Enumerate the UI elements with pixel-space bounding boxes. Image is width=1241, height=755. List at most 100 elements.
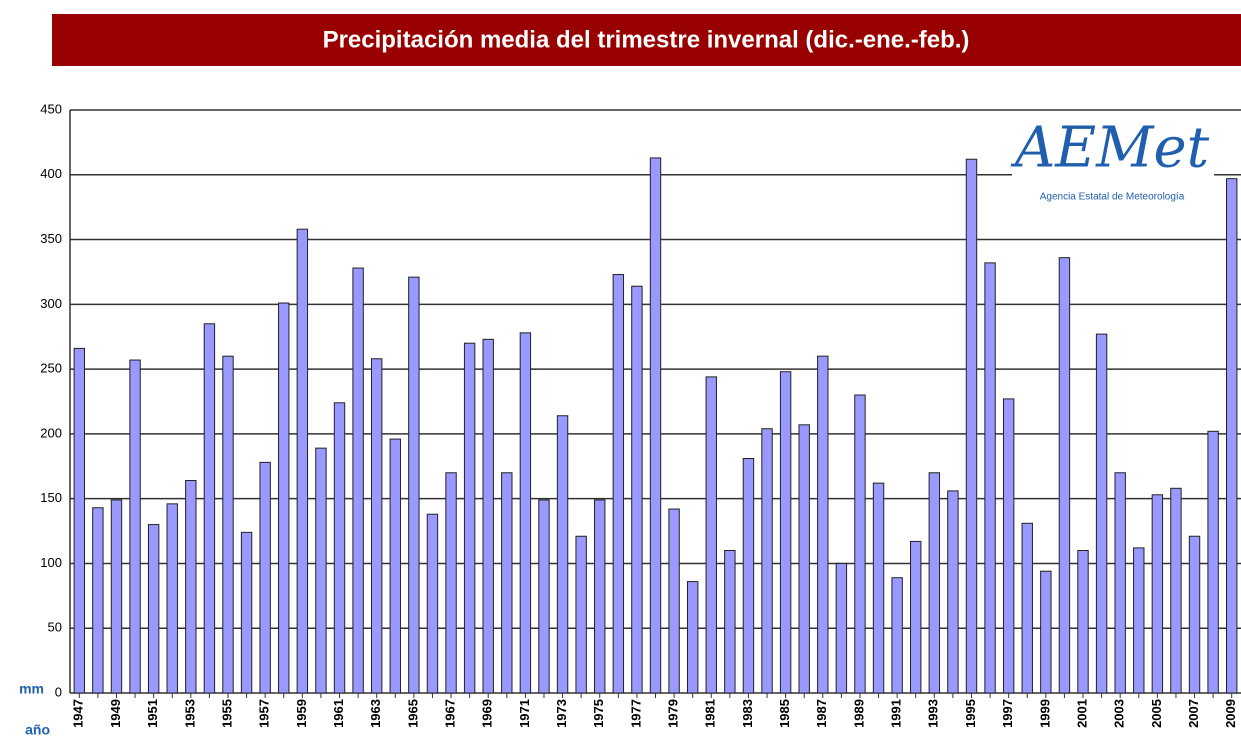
x-tick-label: 2005: [1149, 699, 1164, 728]
logo-box: [1012, 112, 1214, 210]
x-tick-label: 1959: [294, 699, 309, 728]
bar: [1188, 535, 1201, 694]
x-tick-label: 2001: [1074, 699, 1089, 728]
bar: [854, 394, 866, 694]
bar: [240, 531, 253, 694]
plot-area: 0 50 100 150 200 250 300 350 400 450 1947 1949 1951 1…: [40, 101, 1241, 728]
logo-text: AEMet: [1010, 116, 1210, 181]
x-tick-label: 1997: [1000, 699, 1015, 728]
bar: [259, 461, 271, 694]
bar: [686, 581, 699, 694]
bar: [1114, 472, 1126, 694]
bar: [891, 577, 903, 694]
bar: [910, 540, 922, 694]
bar: [370, 358, 383, 694]
x-tick-label: 1969: [480, 699, 495, 728]
x-tick-label: 1951: [145, 699, 160, 728]
bar: [463, 342, 476, 694]
x-tick-label: 1957: [257, 699, 272, 728]
bar: [575, 535, 587, 694]
x-tick-label: 1991: [889, 699, 904, 728]
bar: [333, 402, 346, 694]
bar: [1170, 487, 1182, 694]
bar: [1077, 549, 1089, 694]
x-tick-label: 1999: [1037, 699, 1052, 728]
bar: [315, 447, 327, 694]
bar: [501, 472, 513, 694]
x-tick-label: 1971: [517, 699, 532, 728]
bar: [166, 503, 178, 694]
y-tick-label: 350: [40, 231, 62, 246]
x-tick-label: 1973: [554, 699, 569, 728]
bar: [73, 347, 85, 694]
x-axis-label: año: [25, 722, 50, 738]
title-banner: [52, 14, 1241, 66]
x-tick-label: 1975: [591, 699, 606, 728]
x-tick-label: 1947: [71, 699, 86, 728]
y-tick-label: 100: [40, 555, 62, 570]
bar: [872, 482, 885, 694]
chart-title: Precipitación media del trimestre invern…: [323, 26, 970, 53]
x-tick-label: 1965: [405, 699, 420, 728]
x-tick-label: 2007: [1186, 699, 1201, 728]
y-tick-label: 400: [40, 166, 62, 181]
bar: [110, 499, 123, 694]
bar: [1226, 178, 1238, 694]
bar: [352, 267, 364, 694]
bar: [519, 332, 532, 694]
bar: [556, 415, 569, 694]
bar: [1021, 522, 1033, 694]
x-tick-label: 1979: [666, 699, 681, 728]
bar: [1207, 430, 1219, 694]
x-tick-label: 1995: [963, 699, 978, 728]
x-tick-label: 1967: [442, 699, 457, 728]
bar: [1151, 494, 1164, 694]
y-tick-label: 300: [40, 296, 62, 311]
bar: [612, 274, 625, 694]
logo-subtitle: Agencia Estatal de Meteorología: [1040, 192, 1185, 203]
bar: [761, 428, 773, 694]
bar: [965, 158, 978, 694]
x-tick-label: 1953: [182, 699, 197, 728]
logo: AEMet Agencia Estatal de Meteorología: [1010, 112, 1214, 210]
bar: [724, 549, 736, 694]
bar: [203, 323, 216, 694]
x-tick-label: 2003: [1112, 699, 1127, 728]
bar: [705, 376, 717, 694]
bar: [1133, 547, 1145, 694]
y-tick-label: 200: [40, 425, 62, 440]
bar: [1058, 257, 1071, 694]
bar: [389, 438, 401, 694]
x-tick-label: 1983: [740, 699, 755, 728]
bar: [947, 490, 959, 694]
x-tick-label: 1985: [777, 699, 792, 728]
bar: [147, 524, 160, 694]
x-tick-label: 2009: [1223, 699, 1238, 728]
bar: [984, 262, 996, 694]
bar: [1002, 398, 1015, 694]
y-tick-label: 0: [55, 684, 62, 699]
x-tick-label: 1955: [219, 699, 234, 728]
bar: [928, 472, 941, 694]
x-tick-label: 1949: [108, 699, 123, 728]
bar: [779, 371, 792, 694]
x-tick-label: 1981: [703, 699, 718, 728]
x-tick-label: 1987: [814, 699, 829, 728]
bar: [835, 562, 848, 694]
bar: [668, 508, 680, 694]
y-tick-label: 50: [48, 620, 62, 635]
bar: [408, 276, 420, 694]
x-tick-label: 1977: [628, 699, 643, 728]
x-tick-label: 1993: [926, 699, 941, 728]
y-tick-label: 250: [40, 361, 62, 376]
y-tick-label: 450: [40, 101, 62, 116]
bar: [92, 507, 104, 694]
bar: [296, 228, 309, 694]
bar: [817, 355, 829, 694]
bar: [426, 513, 439, 694]
y-tick-label: 150: [40, 490, 62, 505]
x-tick-label: 1961: [331, 699, 346, 728]
bar: [222, 355, 234, 694]
bar: [538, 499, 550, 694]
